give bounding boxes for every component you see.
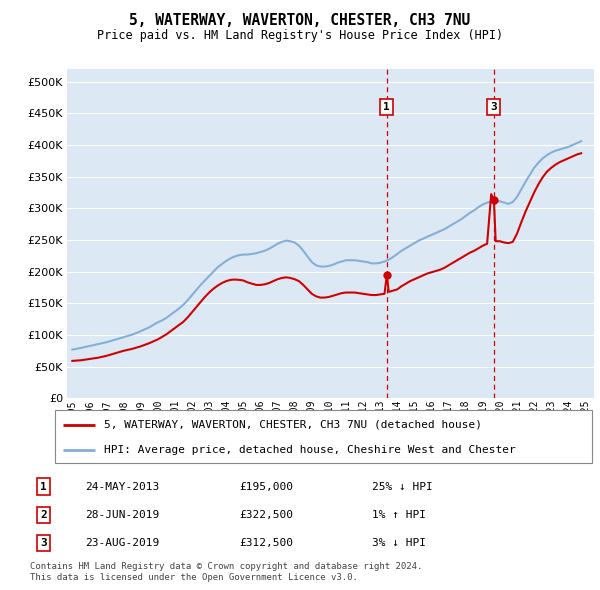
Text: Price paid vs. HM Land Registry's House Price Index (HPI): Price paid vs. HM Land Registry's House … bbox=[97, 30, 503, 42]
Text: HPI: Average price, detached house, Cheshire West and Chester: HPI: Average price, detached house, Ches… bbox=[104, 445, 515, 455]
Text: 25% ↓ HPI: 25% ↓ HPI bbox=[372, 481, 433, 491]
Text: This data is licensed under the Open Government Licence v3.0.: This data is licensed under the Open Gov… bbox=[30, 573, 358, 582]
Text: £195,000: £195,000 bbox=[240, 481, 294, 491]
Text: 5, WATERWAY, WAVERTON, CHESTER, CH3 7NU (detached house): 5, WATERWAY, WAVERTON, CHESTER, CH3 7NU … bbox=[104, 420, 482, 430]
Text: £322,500: £322,500 bbox=[240, 510, 294, 520]
Text: 1: 1 bbox=[383, 102, 390, 112]
Text: 24-MAY-2013: 24-MAY-2013 bbox=[85, 481, 160, 491]
Text: 1% ↑ HPI: 1% ↑ HPI bbox=[372, 510, 426, 520]
Text: 1: 1 bbox=[40, 481, 47, 491]
Text: 5, WATERWAY, WAVERTON, CHESTER, CH3 7NU: 5, WATERWAY, WAVERTON, CHESTER, CH3 7NU bbox=[130, 13, 470, 28]
Text: Contains HM Land Registry data © Crown copyright and database right 2024.: Contains HM Land Registry data © Crown c… bbox=[30, 562, 422, 571]
Text: 28-JUN-2019: 28-JUN-2019 bbox=[85, 510, 160, 520]
Text: 3: 3 bbox=[40, 538, 47, 548]
Text: 3% ↓ HPI: 3% ↓ HPI bbox=[372, 538, 426, 548]
Text: 23-AUG-2019: 23-AUG-2019 bbox=[85, 538, 160, 548]
Text: £312,500: £312,500 bbox=[240, 538, 294, 548]
Text: 3: 3 bbox=[491, 102, 497, 112]
Text: 2: 2 bbox=[40, 510, 47, 520]
